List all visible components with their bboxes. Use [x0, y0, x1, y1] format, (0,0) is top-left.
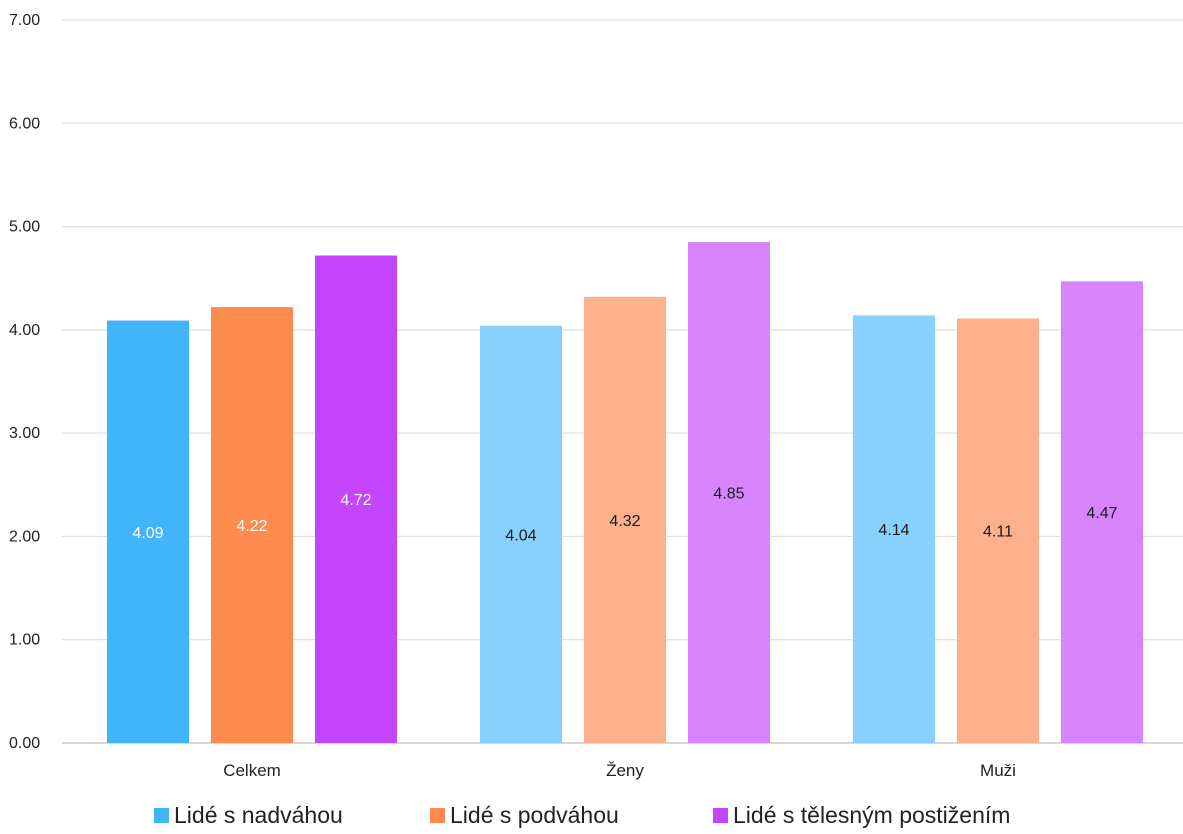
bar — [480, 325, 562, 743]
bar — [853, 315, 935, 743]
data-label: 4.09 — [132, 525, 163, 542]
legend-label: Lidé s podváhou — [450, 802, 619, 828]
bar — [957, 318, 1039, 743]
bars — [107, 242, 1143, 744]
bar — [1061, 281, 1143, 743]
legend-item: Lidé s nadváhou — [154, 802, 343, 828]
category-label: Ženy — [606, 761, 644, 780]
x-axis-category-labels: Celkem Ženy Muži — [223, 761, 1016, 780]
y-tick-label: 3.00 — [9, 425, 40, 442]
bar — [315, 255, 397, 743]
data-label: 4.32 — [609, 513, 640, 530]
legend-swatch — [713, 808, 728, 823]
bar — [688, 242, 770, 744]
y-tick-label: 7.00 — [9, 12, 40, 29]
legend-label: Lidé s tělesným postižením — [733, 802, 1010, 828]
data-label: 4.11 — [983, 524, 1013, 541]
legend: Lidé s nadváhou Lidé s podváhou Lidé s těl… — [154, 802, 1010, 828]
category-label: Muži — [980, 761, 1016, 780]
data-label: 4.85 — [713, 486, 744, 503]
category-label: Celkem — [223, 761, 281, 780]
y-tick-label: 6.00 — [9, 115, 40, 132]
bar — [584, 296, 666, 743]
bar — [107, 320, 189, 743]
y-axis-tick-labels: 0.00 1.00 2.00 3.00 4.00 5.00 6.00 7.00 — [9, 12, 40, 752]
y-tick-label: 0.00 — [9, 735, 40, 752]
data-label: 4.72 — [340, 492, 371, 509]
legend-swatch — [154, 808, 169, 823]
y-tick-label: 2.00 — [9, 528, 40, 545]
legend-swatch — [430, 808, 445, 823]
legend-item: Lidé s podváhou — [430, 802, 619, 828]
data-label: 4.22 — [236, 518, 267, 535]
bar — [211, 307, 293, 743]
legend-item: Lidé s tělesným postižením — [713, 802, 1010, 828]
y-tick-label: 5.00 — [9, 219, 40, 236]
data-labels: 4.09 4.04 4.14 4.22 4.32 4.11 4.72 4.85 4.47 — [132, 486, 1117, 545]
data-label: 4.14 — [878, 522, 909, 539]
legend-label: Lidé s nadváhou — [174, 802, 343, 828]
y-tick-label: 4.00 — [9, 322, 40, 339]
data-label: 4.47 — [1086, 505, 1117, 522]
data-label: 4.04 — [505, 527, 536, 544]
y-tick-label: 1.00 — [9, 632, 40, 649]
